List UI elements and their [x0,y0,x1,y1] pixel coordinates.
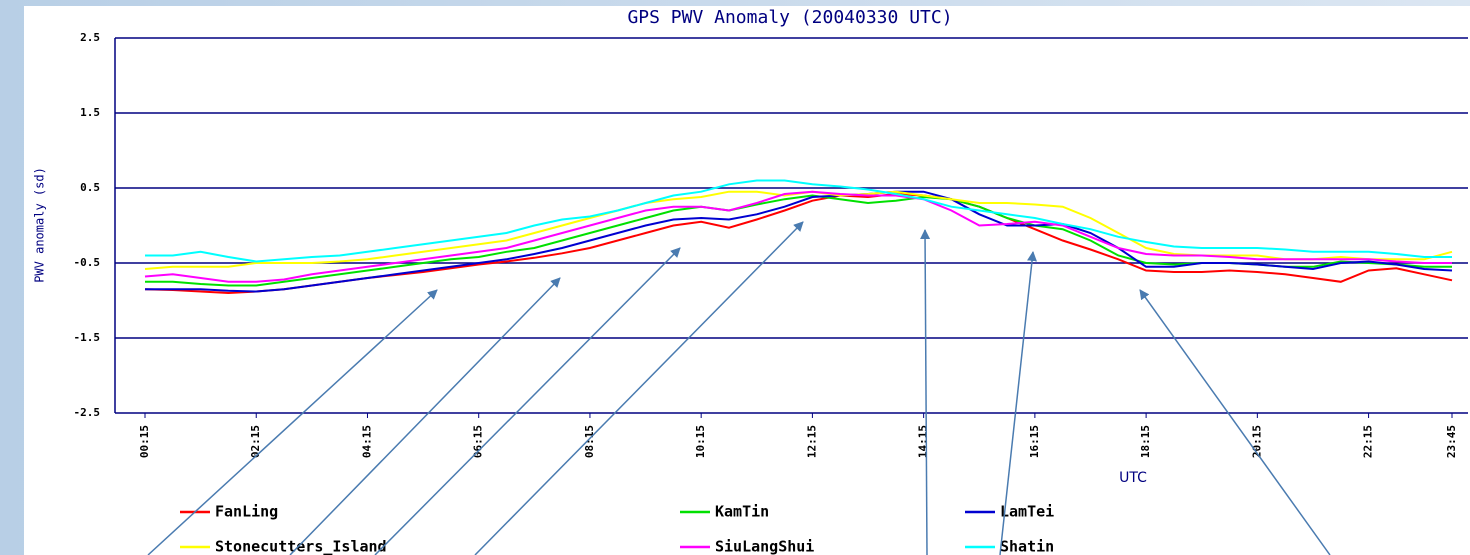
x-tick-label: 14:15 [917,425,930,458]
arrow [147,289,438,555]
x-tick-label: 18:15 [1139,425,1152,458]
legend-label: SiuLangShui [715,538,814,555]
legend: FanLing KamTin LamTei Stonecutters_Island Si… [180,503,1054,555]
series-line [144,190,1452,283]
arrow [1139,289,1331,555]
x-tick-label: 20:15 [1250,425,1263,458]
x-tick-label: 10:15 [694,425,707,458]
y-tick-label: 0.5 [80,181,100,194]
x-tick-label: 04:15 [360,425,373,458]
y-tick-label: 1.5 [80,106,100,119]
chart-panel [24,6,1470,555]
x-tick-label: 02:15 [249,425,262,458]
y-tick-label: -0.5 [74,256,101,269]
y-tick-label: 2.5 [80,31,100,44]
arrow [374,247,681,555]
legend-label: Stonecutters_Island [215,538,387,555]
arrow [999,251,1037,555]
y-tick-label: -1.5 [74,331,101,344]
series-line [145,179,1452,263]
x-tick-label: 22:15 [1362,425,1375,458]
plot-area: -2.5 -1.5 -0.5 0.5 1.5 2.5 00:15 02:15 04:15 06:1… [74,31,1468,458]
x-axis-label: UTC [1119,470,1147,486]
arrow [289,277,561,555]
x-tick-label: 23:45 [1445,425,1458,458]
x-tick-label: 00:15 [138,425,151,458]
y-axis-label: PWV anomaly (sd) [33,167,47,283]
legend-label: Shatin [1000,538,1054,555]
x-tick-label: 16:15 [1028,425,1041,458]
chart-title: GPS PWV Anomaly (20040330 UTC) [627,7,952,28]
arrow [920,229,931,555]
legend-label: FanLing [215,503,278,521]
y-tick-label: -2.5 [74,406,101,419]
x-tick-label: 12:15 [805,425,818,458]
legend-label: KamTin [715,503,769,521]
x-tick-label: 06:15 [472,425,485,458]
x-tick-label: 08:15 [583,425,596,458]
series-line [145,190,1453,293]
annotation-arrows [147,221,1331,555]
arrow [474,221,804,555]
legend-label: LamTei [1000,503,1054,521]
